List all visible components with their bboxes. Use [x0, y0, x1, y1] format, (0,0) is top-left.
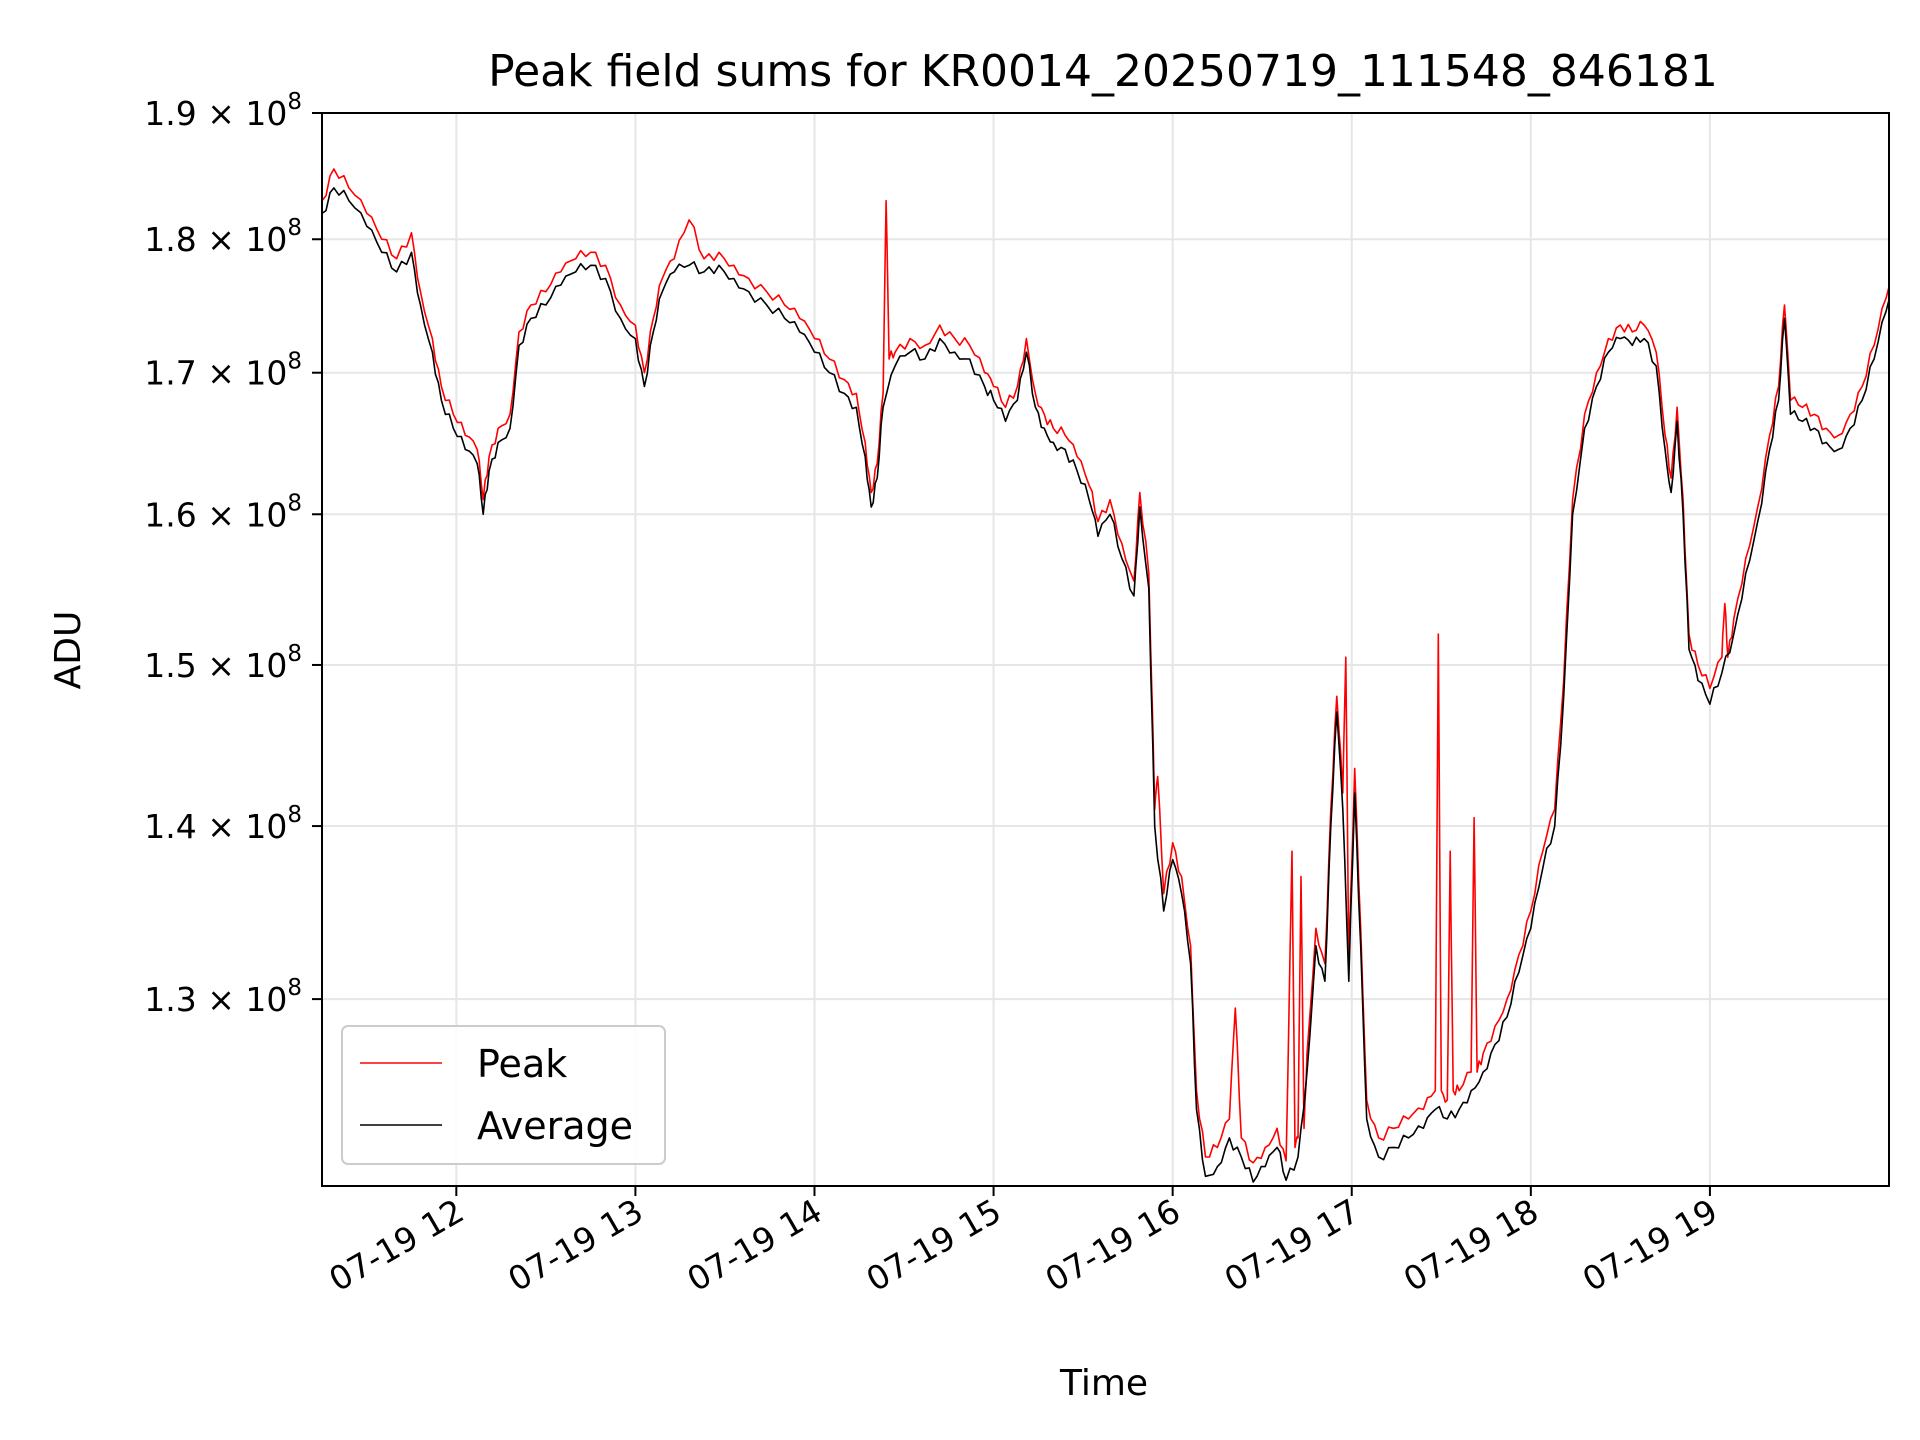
- legend-label-peak: Peak: [477, 1042, 567, 1086]
- legend-box: [341, 1025, 666, 1165]
- plot-frame: [321, 112, 1890, 1187]
- x-axis-label: Time: [1059, 1363, 1148, 1404]
- legend: Peak Average: [341, 1025, 666, 1165]
- y-tick-label: 1.4 × 108: [144, 802, 302, 846]
- series-line-average: [322, 187, 1889, 1183]
- y-tick-label: 1.8 × 108: [144, 215, 302, 259]
- y-tick-label: 1.3 × 108: [144, 975, 302, 1019]
- series-layer: [322, 168, 1889, 1183]
- y-tick-label: 1.5 × 108: [144, 641, 302, 685]
- y-axis-label: ADU: [48, 611, 89, 690]
- legend-label-average: Average: [477, 1104, 633, 1148]
- chart-title: Peak field sums for KR0014_20250719_1115…: [488, 46, 1718, 97]
- y-tick-label: 1.7 × 108: [144, 349, 302, 393]
- y-tick-label: 1.9 × 108: [144, 89, 302, 133]
- y-tick-label: 1.6 × 108: [144, 490, 302, 534]
- series-line-peak: [322, 168, 1889, 1164]
